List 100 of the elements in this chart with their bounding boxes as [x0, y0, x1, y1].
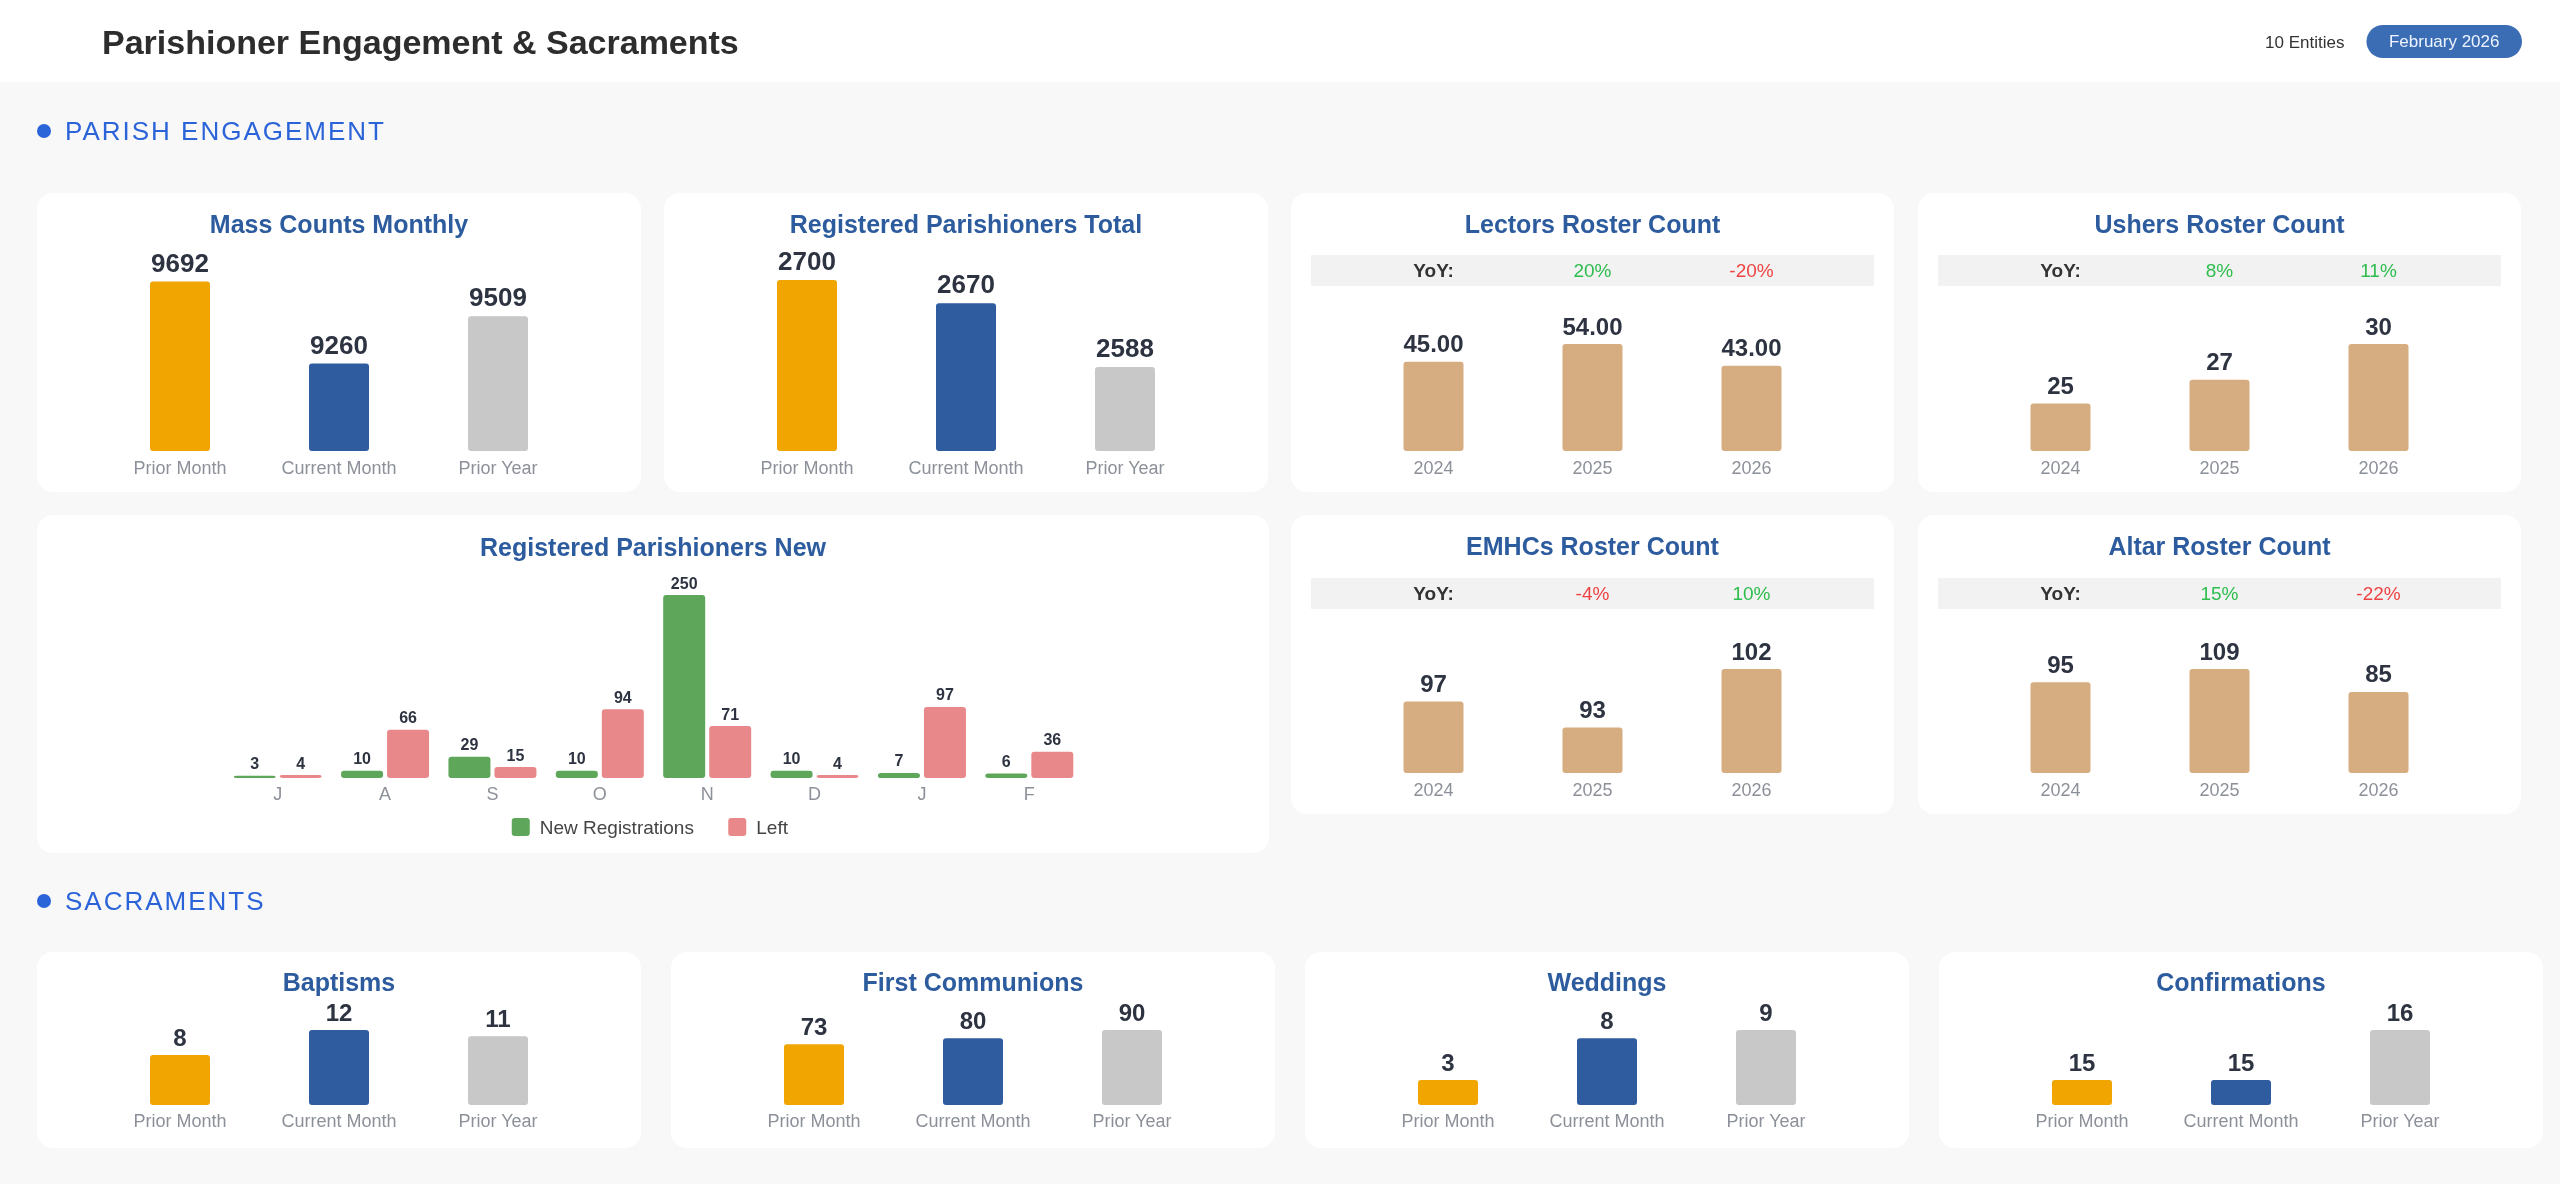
chart-title: Registered Parishioners Total [789, 210, 1143, 238]
data-label: 25 [2047, 371, 2074, 399]
x-tick-label: Prior Month [1401, 1111, 1495, 1131]
bar [279, 775, 322, 778]
data-label: 2700 [778, 246, 836, 276]
x-tick-label: 2025 [1572, 458, 1613, 478]
x-tick-label: Prior Month [760, 458, 854, 478]
x-tick-label: Prior Month [133, 458, 227, 478]
data-label: 9692 [151, 247, 209, 278]
data-label: 2588 [1096, 333, 1154, 364]
legend-label: Left [756, 816, 789, 838]
data-label: 4 [833, 754, 843, 772]
data-label: 9 [1759, 998, 1773, 1026]
data-label: 4 [296, 754, 306, 772]
chart-title: Altar Roster Count [2108, 532, 2332, 560]
data-label: 90 [1118, 998, 1146, 1026]
chart-title: Baptisms [282, 968, 396, 996]
text: Parishioner Engagement & Sacraments [102, 23, 739, 61]
data-label: 29 [460, 736, 479, 754]
chart-title: Registered Parishioners New [480, 533, 827, 561]
text: 10% [1732, 583, 1771, 604]
bar [448, 756, 491, 778]
data-label: 3 [250, 755, 260, 773]
data-label: 15 [2068, 1048, 2096, 1076]
x-tick-label: Prior Year [1092, 1111, 1172, 1131]
bar [1031, 751, 1074, 778]
legend-label: New Registrations [539, 816, 694, 838]
data-label: 109 [2199, 637, 2240, 665]
text: 20% [1573, 260, 1612, 281]
x-tick-label: S [486, 784, 499, 804]
x-tick-label: 2024 [2040, 780, 2081, 800]
data-label: 9260 [310, 329, 368, 360]
bar [494, 767, 537, 778]
x-tick-label: D [808, 784, 822, 804]
data-label: 7 [894, 752, 904, 770]
data-label: 12 [325, 998, 353, 1026]
data-label: 10 [782, 750, 801, 768]
data-label: 102 [1731, 637, 1772, 665]
x-tick-label: Prior Month [2035, 1111, 2129, 1131]
text: 11% [2360, 260, 2397, 281]
x-tick-label: 2026 [1731, 458, 1772, 478]
x-tick-label: J [273, 784, 283, 804]
text: February 2026 [2388, 32, 2500, 51]
x-tick-label: F [1023, 784, 1035, 804]
bar [985, 773, 1028, 778]
data-label: 43.00 [1721, 334, 1782, 362]
x-tick-label: Current Month [908, 458, 1024, 478]
x-tick-label: Current Month [281, 458, 397, 478]
bar [923, 707, 966, 778]
data-label: 15 [2227, 1048, 2255, 1076]
data-label: 2670 [937, 269, 995, 300]
data-label: 10 [567, 750, 586, 768]
chart-title: EMHCs Roster Count [1466, 532, 1720, 560]
x-tick-label: O [592, 784, 607, 804]
bar [816, 775, 859, 778]
chart-title: Mass Counts Monthly [209, 210, 469, 238]
chart-title: Confirmations [2156, 968, 2326, 996]
x-tick-label: 2026 [2358, 458, 2399, 478]
data-label: 16 [2386, 998, 2414, 1026]
text: YoY: [1413, 583, 1454, 604]
text: YoY: [1413, 260, 1454, 281]
data-label: 54.00 [1562, 312, 1623, 340]
text: 15% [2200, 583, 2239, 604]
data-label: 93 [1579, 696, 1606, 723]
data-label: 85 [2365, 660, 2392, 688]
x-tick-label: Current Month [1549, 1111, 1665, 1131]
x-tick-label: 2025 [2199, 780, 2240, 800]
x-tick-label: 2026 [1731, 780, 1772, 800]
chart-title: First Communions [862, 968, 1084, 996]
x-tick-label: Current Month [281, 1111, 397, 1131]
data-label: 8 [1600, 1006, 1614, 1034]
x-tick-label: 2024 [2040, 458, 2081, 478]
x-tick-label: A [379, 784, 392, 804]
data-label: 66 [399, 709, 418, 727]
text: PARISH ENGAGEMENT [65, 116, 387, 146]
x-tick-label: J [917, 784, 927, 804]
data-label: 95 [2047, 650, 2074, 678]
data-label: 94 [613, 688, 632, 706]
text: 10 Entities [2265, 32, 2345, 52]
text: -20% [1729, 260, 1774, 281]
data-label: 71 [721, 705, 740, 723]
data-label: 8 [173, 1023, 187, 1051]
x-tick-label: Prior Month [133, 1111, 227, 1131]
x-tick-label: 2025 [2199, 458, 2240, 478]
data-label: 15 [506, 746, 525, 764]
bar [709, 726, 752, 778]
text: -22% [2356, 583, 2401, 604]
x-tick-label: Prior Year [458, 458, 538, 478]
data-label: 27 [2206, 348, 2233, 376]
x-tick-label: Current Month [2183, 1111, 2299, 1131]
bar [601, 709, 644, 778]
data-label: 97 [936, 686, 954, 704]
bar [877, 772, 920, 778]
x-tick-label: Prior Year [2360, 1111, 2440, 1131]
x-tick-label: Prior Year [458, 1111, 538, 1131]
chart-title: Lectors Roster Count [1464, 210, 1721, 238]
data-label: 6 [1001, 753, 1011, 771]
data-label: 80 [959, 1006, 987, 1034]
x-tick-label: 2025 [1572, 780, 1613, 800]
text: YoY: [2040, 260, 2081, 281]
